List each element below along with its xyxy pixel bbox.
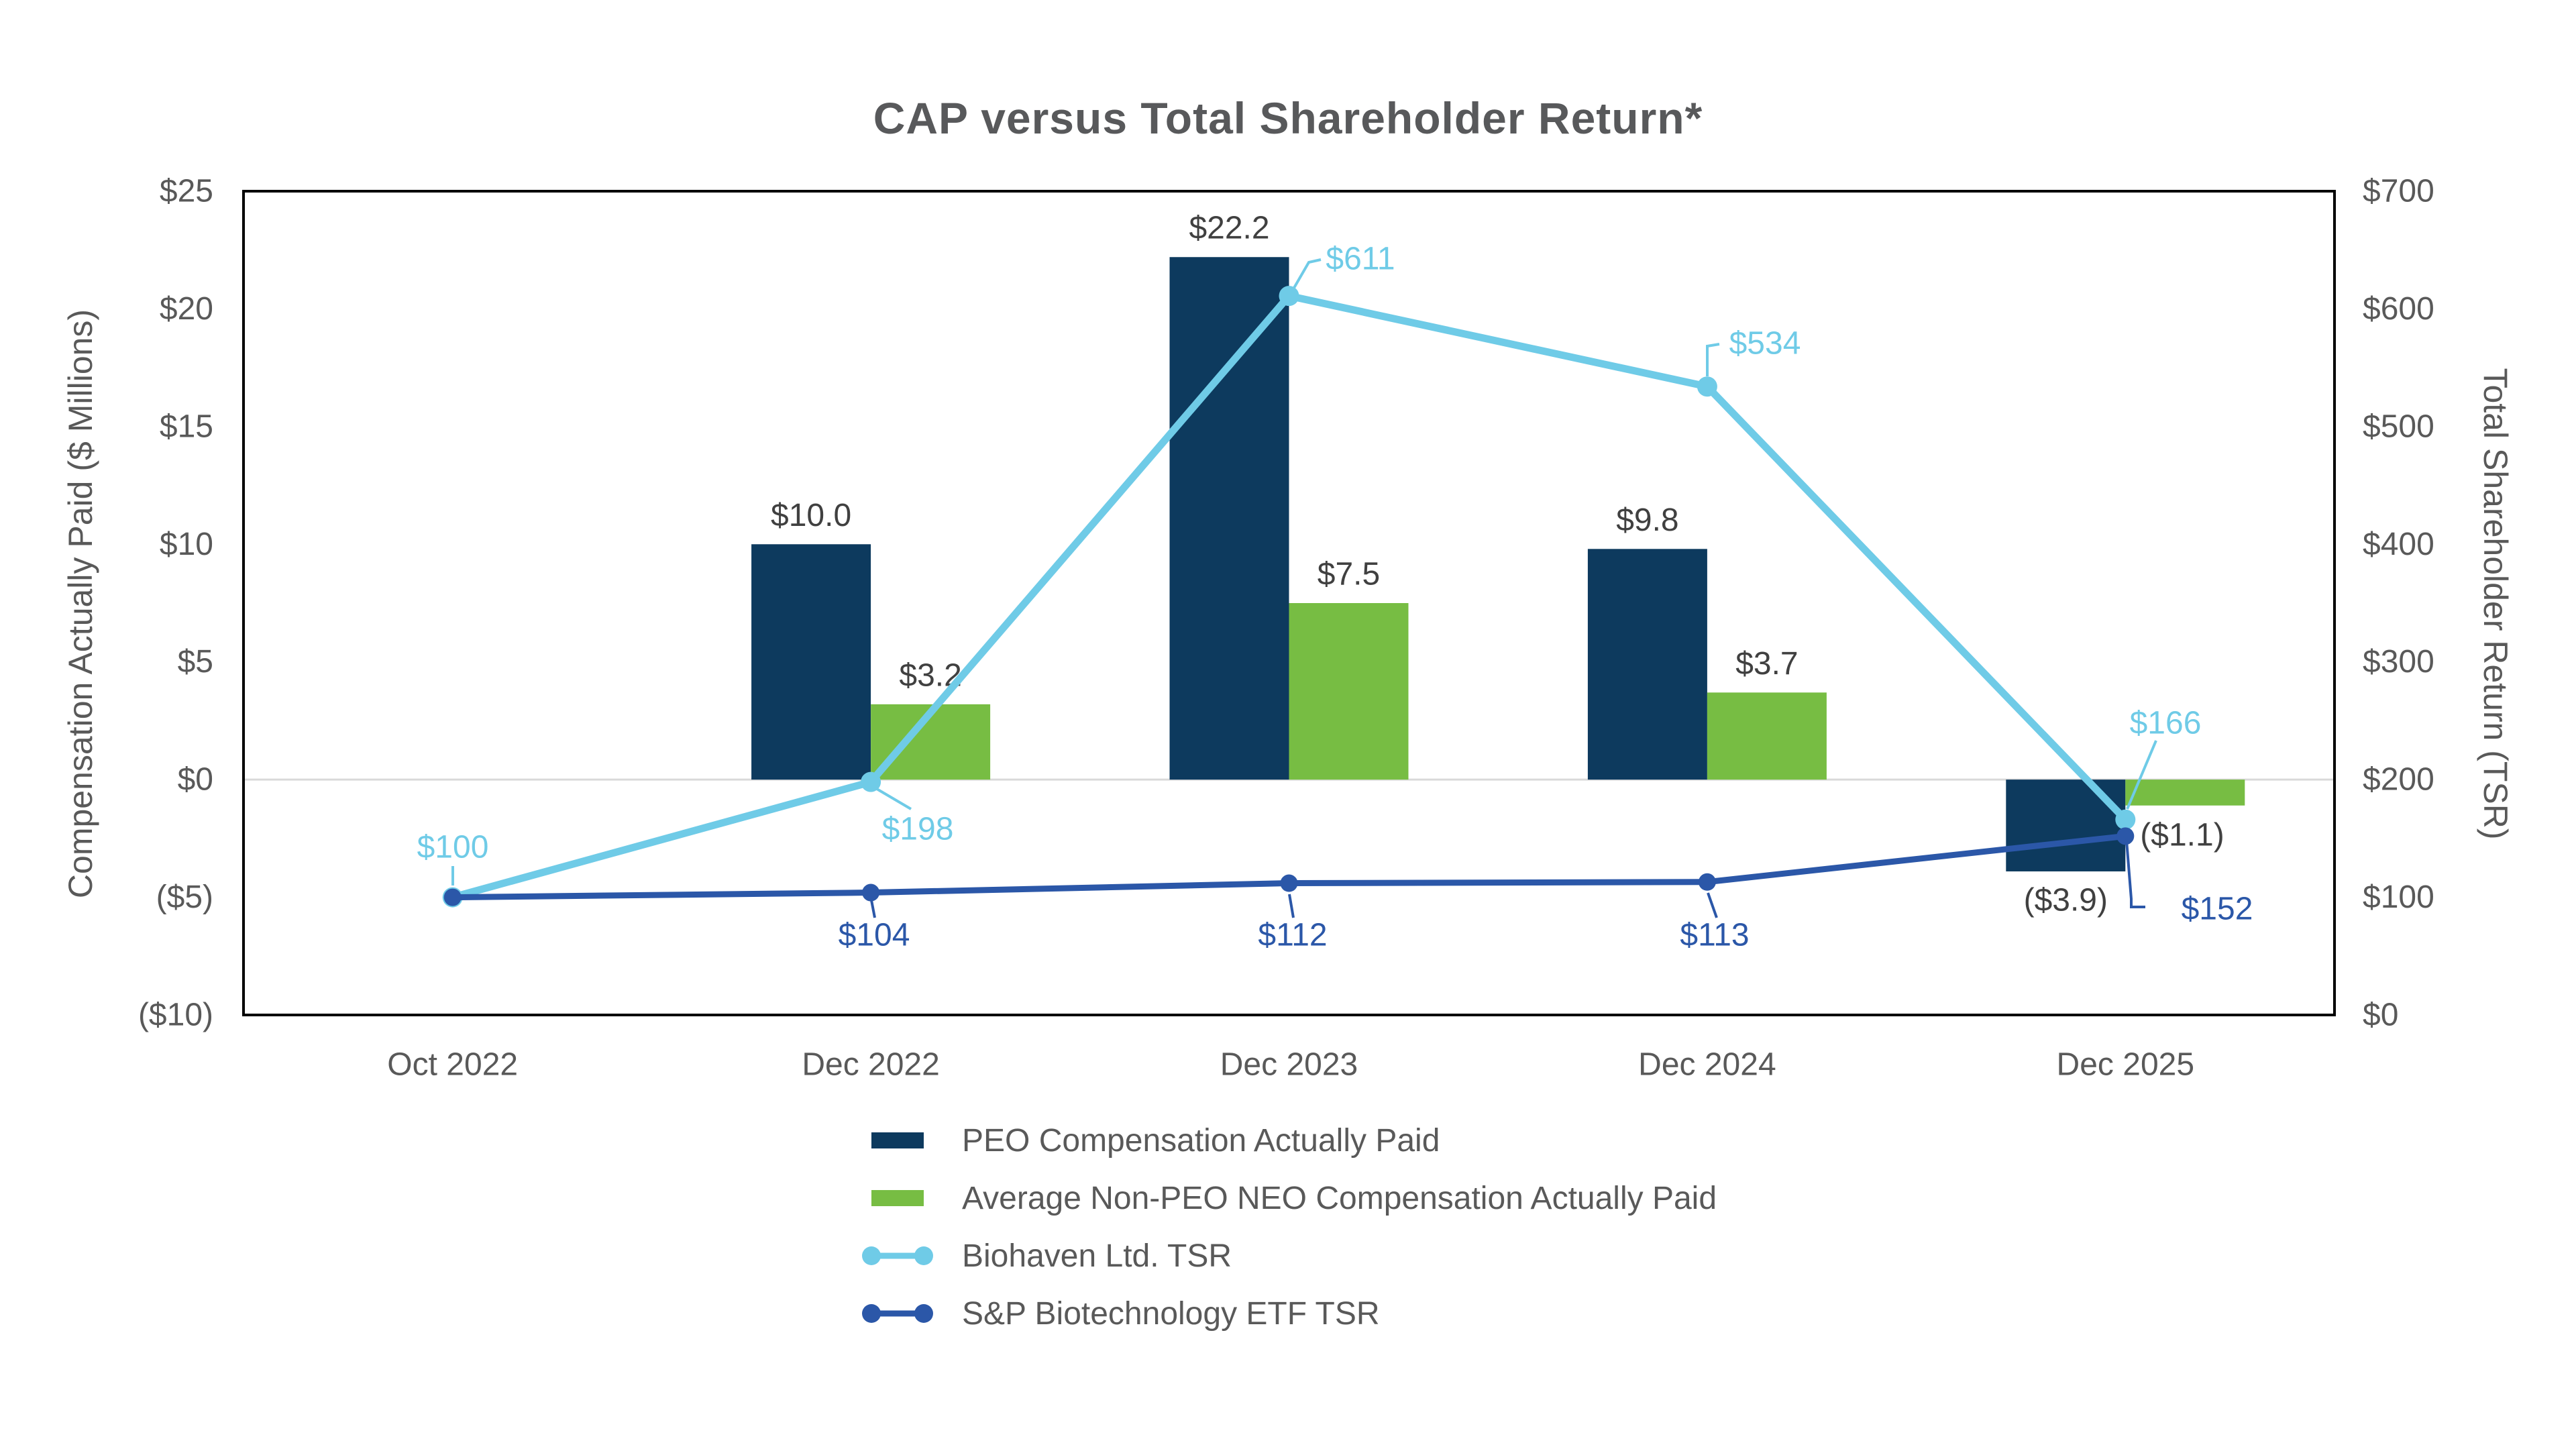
biohaven-ltd-tsr-point-dec-2023: [1279, 286, 1299, 307]
left-axis-tick: ($10): [138, 998, 213, 1033]
left-axis-tick: $5: [178, 644, 213, 680]
right-axis-tick: $300: [2363, 644, 2434, 680]
left-axis-tick: $0: [178, 762, 213, 798]
s-p-biotechnology-etf-tsr-point-label-dec-2025: $152: [2182, 892, 2253, 927]
biohaven-ltd-tsr-point-label-dec-2023: $611: [1326, 241, 1395, 277]
peo-cap-swatch-icon: [860, 1127, 935, 1154]
legend-item-peo-cap: PEO Compensation Actually Paid: [860, 1112, 1717, 1169]
right-axis-tick: $500: [2363, 409, 2434, 444]
legend-item-neo-cap: Average Non-PEO NEO Compensation Actuall…: [860, 1169, 1717, 1227]
chart-title: CAP versus Total Shareholder Return*: [873, 93, 1703, 143]
bar-value-label: ($1.1): [2140, 818, 2224, 853]
neo-cap-swatch-icon: [860, 1185, 935, 1212]
bar-value-label: $10.0: [771, 498, 851, 533]
bar-neo-dec-2025: [2125, 780, 2245, 806]
biohaven-ltd-tsr-point-label-dec-2024: $534: [1729, 326, 1801, 362]
s-p-biotechnology-etf-tsr-point-label-dec-2024: $113: [1680, 918, 1749, 953]
biohaven-ltd-tsr-point-label-dec-2025: $166: [2130, 706, 2202, 741]
s-p-biotechnology-etf-tsr-point-dec-2024: [1698, 873, 1716, 891]
s-p-biotechnology-etf-tsr-point-dec-2025: [2116, 827, 2135, 845]
legend-label: S&P Biotechnology ETF TSR: [962, 1295, 1380, 1332]
x-axis-label-dec-2025: Dec 2025: [2057, 1047, 2194, 1083]
biohaven-ltd-tsr-point-dec-2022: [861, 771, 881, 792]
x-axis-label-dec-2024: Dec 2024: [1638, 1047, 1776, 1083]
callout-leader: [875, 788, 912, 810]
right-axis-tick: $700: [2363, 174, 2434, 209]
left-axis-tick: $10: [160, 527, 213, 562]
legend-square-swatch: [871, 1132, 924, 1148]
chart-legend: PEO Compensation Actually Paid Average N…: [860, 1112, 1717, 1342]
bar-value-label: $22.2: [1189, 211, 1269, 246]
bar-neo-dec-2024: [1707, 692, 1827, 780]
legend-label: Average Non-PEO NEO Compensation Actuall…: [962, 1180, 1717, 1216]
plot-border: [242, 190, 2336, 1016]
legend-label: Biohaven Ltd. TSR: [962, 1238, 1232, 1274]
bar-value-label: ($3.9): [2024, 882, 2108, 918]
legend-line-swatch: [862, 1246, 933, 1265]
bar-value-label: $7.5: [1318, 557, 1380, 592]
bar-peo-dec-2022: [751, 544, 871, 780]
s-p-biotechnology-etf-tsr-point-label-dec-2022: $104: [839, 918, 910, 953]
legend-line-swatch: [862, 1304, 933, 1323]
right-axis-tick: $600: [2363, 291, 2434, 327]
left-axis-tick: ($5): [156, 879, 213, 915]
callout-leader: [2125, 840, 2145, 908]
x-axis-label-dec-2022: Dec 2022: [802, 1047, 939, 1083]
bar-value-label: $3.7: [1735, 646, 1798, 682]
callout-leader: [870, 900, 876, 918]
biohaven-ltd-tsr-point-label-oct-2022: $100: [417, 830, 489, 865]
bar-peo-dec-2023: [1169, 257, 1289, 780]
right-axis-tick: $400: [2363, 527, 2434, 562]
right-axis-tick: $200: [2363, 762, 2434, 798]
x-axis-label-dec-2023: Dec 2023: [1220, 1047, 1358, 1083]
biohaven-ltd-tsr-point-dec-2025: [2115, 809, 2136, 830]
right-axis-tick: $100: [2363, 879, 2434, 915]
s-p-biotechnology-etf-tsr-point-dec-2023: [1280, 874, 1298, 892]
bar-peo-dec-2025: [2006, 780, 2126, 871]
bar-value-label: $9.8: [1616, 502, 1678, 538]
callout-leader: [1707, 892, 1718, 918]
s-p-biotechnology-etf-tsr-point-dec-2022: [862, 883, 880, 902]
legend-square-swatch: [871, 1190, 924, 1206]
right-axis-tick: $0: [2363, 998, 2398, 1033]
legend-item-sp-biotech-tsr: S&P Biotechnology ETF TSR: [860, 1285, 1717, 1342]
sp-biotech-tsr-line-icon: [860, 1300, 935, 1327]
legend-label: PEO Compensation Actually Paid: [962, 1122, 1440, 1159]
legend-item-biohaven-tsr: Biohaven Ltd. TSR: [860, 1227, 1717, 1285]
bar-peo-dec-2024: [1587, 549, 1707, 780]
biohaven-ltd-tsr-point-label-dec-2022: $198: [882, 812, 954, 847]
callout-leader: [2126, 740, 2157, 810]
bar-neo-dec-2023: [1289, 603, 1409, 780]
left-axis-tick: $15: [160, 409, 213, 444]
s-p-biotechnology-etf-tsr-point-oct-2022: [443, 888, 462, 906]
left-axis-tick: $20: [160, 291, 213, 327]
callout-leader: [1290, 258, 1322, 294]
biohaven-tsr-line-icon: [860, 1242, 935, 1269]
callout-leader: [1288, 894, 1295, 918]
biohaven-ltd-tsr-point-dec-2024: [1697, 376, 1717, 397]
s-p-biotechnology-etf-tsr-point-label-dec-2023: $112: [1258, 918, 1327, 953]
callout-leader: [1706, 343, 1720, 376]
x-axis-label-oct-2022: Oct 2022: [387, 1047, 518, 1083]
left-axis-tick: $25: [160, 174, 213, 209]
